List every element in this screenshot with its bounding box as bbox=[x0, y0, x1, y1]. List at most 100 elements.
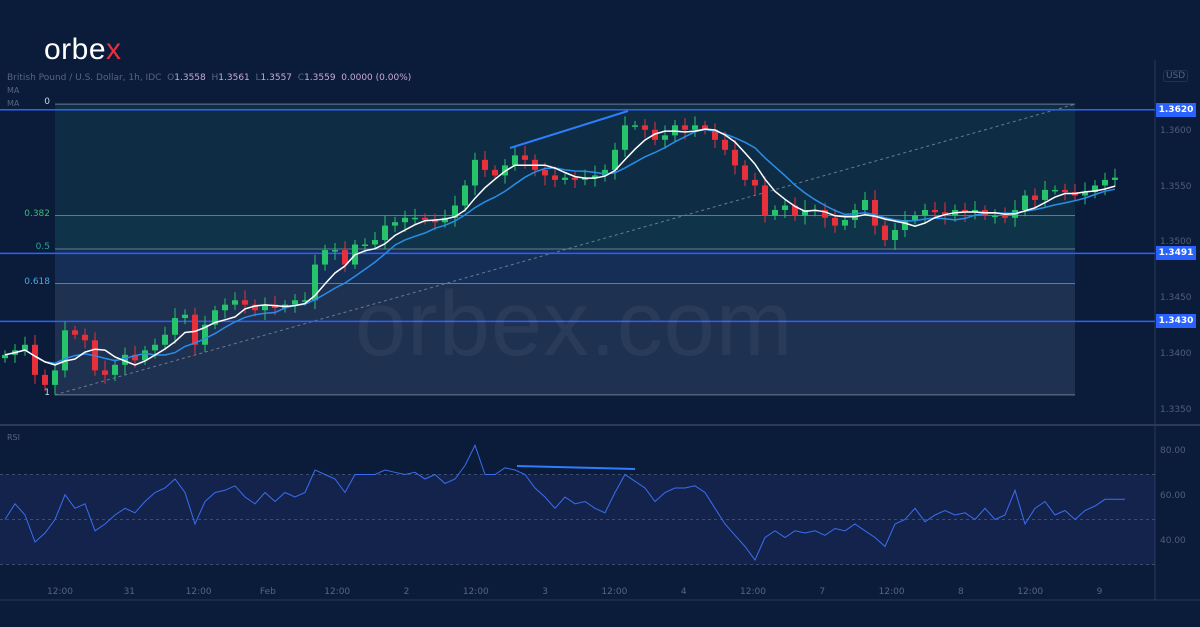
candle-body bbox=[1042, 189, 1048, 200]
candle-body bbox=[172, 318, 178, 335]
time-tick-label: 12:00 bbox=[185, 587, 212, 597]
candle-body bbox=[962, 209, 968, 213]
candle-body bbox=[142, 350, 148, 361]
candle-body bbox=[192, 314, 198, 345]
price-level-badge[interactable]: 1.3430 bbox=[1156, 314, 1196, 329]
time-tick-label: 31 bbox=[123, 587, 136, 597]
fib-level-label: 0.382 bbox=[24, 208, 50, 219]
time-tick-label: 12:00 bbox=[324, 587, 351, 597]
candle-body bbox=[992, 215, 998, 218]
candle-body bbox=[162, 334, 168, 345]
fib-level-label: 1 bbox=[44, 387, 50, 398]
candle-body bbox=[132, 354, 138, 361]
fib-level-label: 0.5 bbox=[35, 241, 50, 252]
rsi-label[interactable]: RSI bbox=[7, 433, 20, 442]
open-label: O bbox=[167, 73, 175, 83]
orbex-logo: orbex bbox=[44, 33, 122, 66]
price-tick-label: 1.3350 bbox=[1160, 404, 1192, 415]
candle-body bbox=[362, 244, 368, 247]
candle-body bbox=[572, 177, 578, 180]
candle-body bbox=[682, 125, 688, 130]
candle-body bbox=[392, 222, 398, 226]
candle-body bbox=[232, 300, 238, 305]
price-trendline bbox=[509, 110, 629, 149]
price-level-badge[interactable]: 1.3491 bbox=[1156, 246, 1196, 261]
currency-label[interactable]: USD bbox=[1163, 70, 1189, 82]
time-tick-label: 8 bbox=[958, 587, 964, 597]
price-tick-label: 1.3550 bbox=[1160, 181, 1192, 192]
candle-body bbox=[1102, 179, 1108, 186]
rsi-line bbox=[4, 444, 1125, 561]
candle-body bbox=[32, 344, 38, 375]
price-tick-label: 1.3400 bbox=[1160, 348, 1192, 359]
candle-body bbox=[922, 209, 928, 216]
fib-zone bbox=[55, 248, 1075, 284]
candle-body bbox=[292, 300, 298, 305]
candle-body bbox=[782, 205, 788, 210]
fib-level-label: 0 bbox=[44, 97, 50, 108]
candle-body bbox=[182, 314, 188, 319]
close-value: 1.3559 bbox=[304, 73, 336, 83]
candle-body bbox=[642, 125, 648, 130]
candle-body bbox=[942, 212, 948, 216]
candle-body bbox=[482, 159, 488, 170]
candle-body bbox=[932, 209, 938, 213]
candle-body bbox=[972, 209, 978, 213]
candle-body bbox=[662, 135, 668, 140]
price-tick-label: 1.3600 bbox=[1160, 126, 1192, 136]
time-tick-label: 12:00 bbox=[462, 587, 489, 597]
candle-body bbox=[732, 149, 738, 166]
candle-body bbox=[42, 374, 48, 385]
close-label: C bbox=[297, 73, 305, 83]
time-tick-label: 7 bbox=[819, 587, 826, 597]
candle-body bbox=[302, 300, 308, 302]
time-tick-label: 12:00 bbox=[47, 587, 73, 597]
candle-body bbox=[512, 155, 518, 166]
candle-body bbox=[432, 220, 438, 223]
high-value: 1.3561 bbox=[218, 73, 250, 83]
candle-body bbox=[62, 330, 68, 371]
candle-body bbox=[562, 177, 568, 180]
candle-body bbox=[52, 370, 58, 385]
ma-indicator-1[interactable]: MA bbox=[7, 86, 20, 95]
candle-body bbox=[1112, 177, 1118, 180]
candle-body bbox=[312, 264, 318, 301]
candle-body bbox=[852, 209, 858, 221]
time-tick-label: 2 bbox=[403, 587, 410, 597]
candle-body bbox=[592, 175, 598, 178]
candle-body bbox=[762, 185, 768, 216]
open-value: 1.3558 bbox=[174, 73, 206, 83]
candle-body bbox=[202, 324, 208, 345]
candle-body bbox=[552, 175, 558, 180]
candle-body bbox=[1002, 215, 1008, 218]
ma-fast-line bbox=[4, 128, 1116, 366]
candle-body bbox=[242, 300, 248, 305]
ma-indicator-2[interactable]: MA bbox=[7, 99, 20, 108]
candle-body bbox=[372, 240, 378, 245]
candle-body bbox=[72, 330, 78, 335]
candle-body bbox=[902, 220, 908, 231]
rsi-tick-label: 60.00 bbox=[1160, 491, 1186, 501]
candle-body bbox=[842, 220, 848, 226]
candle-body bbox=[822, 209, 828, 218]
time-tick-label: 12:00 bbox=[1017, 587, 1044, 597]
candle-body bbox=[322, 250, 328, 265]
candle-body bbox=[832, 217, 838, 226]
price-level-badge[interactable]: 1.3620 bbox=[1156, 102, 1196, 117]
candle-body bbox=[382, 225, 388, 241]
candle-body bbox=[622, 125, 628, 150]
candle-body bbox=[262, 304, 268, 311]
candle-body bbox=[22, 344, 28, 351]
price-tick-label: 1.3500 bbox=[1160, 237, 1192, 248]
fib-trend-dashed-line bbox=[54, 103, 1076, 396]
candle-body bbox=[212, 310, 218, 325]
time-tick-label: 9 bbox=[1096, 587, 1103, 597]
time-tick-label: 4 bbox=[680, 587, 687, 597]
time-tick-label: 12:00 bbox=[740, 587, 766, 597]
candle-body bbox=[82, 334, 88, 341]
candle-body bbox=[892, 230, 898, 241]
candle-body bbox=[912, 215, 918, 221]
candle-body bbox=[462, 185, 468, 206]
candle-body bbox=[752, 179, 758, 186]
